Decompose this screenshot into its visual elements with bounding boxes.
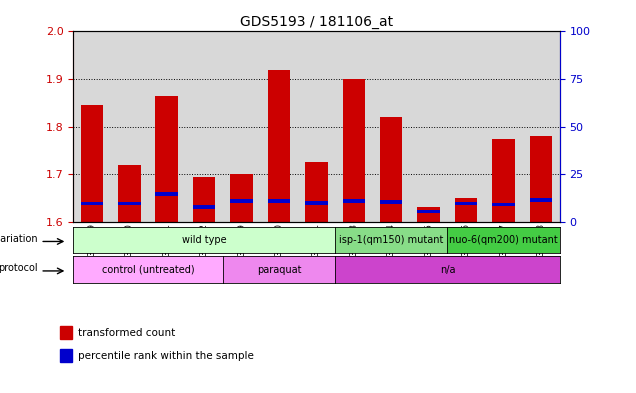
Text: wild type: wild type [182,235,226,245]
Bar [223,31,260,222]
Bar [60,326,71,339]
Bar [380,200,403,204]
Bar [111,31,148,222]
Bar [305,162,328,222]
Bar [155,192,178,196]
Bar [492,202,515,206]
Bar [81,105,103,222]
Text: n/a: n/a [439,264,455,275]
Bar [447,31,485,222]
Text: transformed count: transformed count [78,328,175,338]
Bar [343,79,365,222]
Bar [260,31,298,222]
Bar [118,202,141,206]
Bar [530,198,552,202]
Text: control (untreated): control (untreated) [102,264,195,275]
Bar [343,199,365,203]
Bar [530,136,552,222]
Bar [268,70,290,222]
Text: protocol: protocol [0,263,38,273]
Bar [148,31,186,222]
Bar [193,205,216,209]
Bar [73,31,111,222]
Text: isp-1(qm150) mutant: isp-1(qm150) mutant [339,235,443,245]
Bar [81,202,103,206]
Bar [155,96,178,222]
Bar [230,199,252,203]
Bar [485,31,522,222]
Bar [410,31,447,222]
Text: nuo-6(qm200) mutant: nuo-6(qm200) mutant [449,235,558,245]
Bar [492,139,515,222]
Text: paraquat: paraquat [257,264,301,275]
Bar [455,198,478,222]
Bar [186,31,223,222]
Bar [417,209,440,213]
Bar [305,201,328,205]
Text: percentile rank within the sample: percentile rank within the sample [78,351,254,361]
Bar [60,349,71,362]
Bar [268,199,290,202]
Bar [335,31,373,222]
Bar [373,31,410,222]
Bar [118,165,141,222]
Bar [417,207,440,222]
Bar [380,117,403,222]
Bar [230,174,252,222]
Bar [455,202,478,206]
Text: genotype/variation: genotype/variation [0,234,38,244]
Bar [193,177,216,222]
Bar [298,31,335,222]
Title: GDS5193 / 181106_at: GDS5193 / 181106_at [240,15,393,29]
Bar [522,31,560,222]
